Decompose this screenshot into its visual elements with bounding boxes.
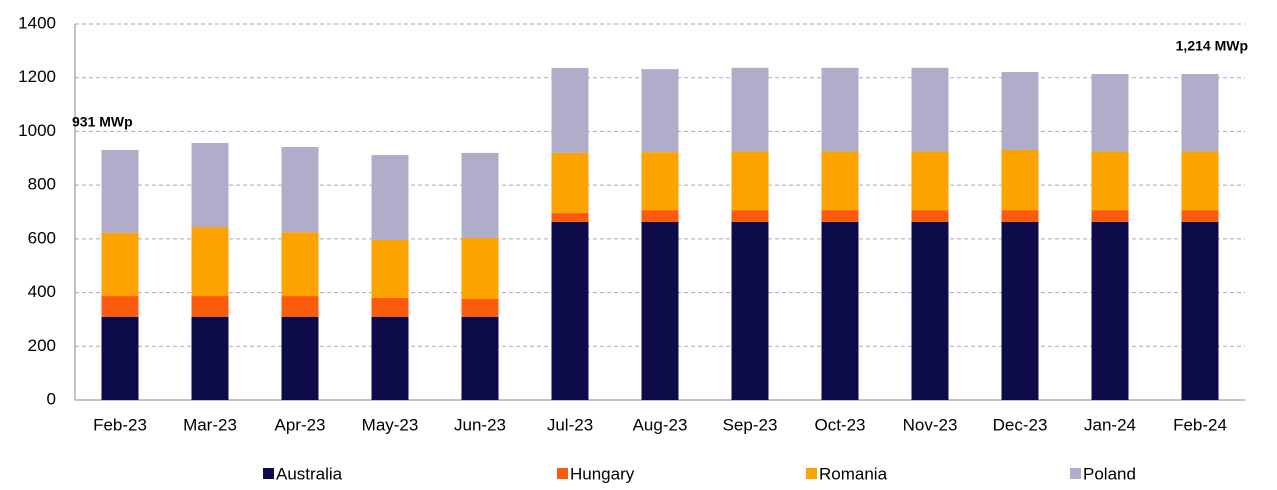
- bar-segment: [1001, 221, 1039, 400]
- x-tick-label: Jan-24: [1084, 415, 1136, 434]
- bar-segment: [911, 151, 949, 211]
- bar-segment: [1091, 210, 1129, 222]
- bar-segment: [101, 316, 139, 400]
- x-tick-label: Feb-24: [1173, 415, 1227, 434]
- x-tick-label: Apr-23: [274, 415, 325, 434]
- annotation: 1,214 MWp: [1176, 38, 1248, 54]
- bar-segment: [101, 149, 139, 233]
- bar-segment: [191, 142, 229, 228]
- legend-label: Hungary: [570, 464, 635, 483]
- bar-segment: [461, 316, 499, 400]
- x-tick-label: Oct-23: [814, 415, 865, 434]
- legend-swatch: [557, 468, 568, 479]
- bar-segment: [1001, 149, 1039, 211]
- bar-segment: [101, 296, 139, 317]
- x-tick-label: Feb-23: [93, 415, 147, 434]
- bar-segment: [731, 221, 769, 400]
- bar-segment: [821, 210, 859, 222]
- bar-segment: [1001, 72, 1039, 150]
- legend-swatch: [263, 468, 274, 479]
- bar-segment: [911, 67, 949, 152]
- y-tick-label: 1400: [18, 13, 56, 32]
- x-tick-label: Mar-23: [183, 415, 237, 434]
- bar-segment: [461, 152, 499, 239]
- bar-segment: [461, 299, 499, 317]
- bar-segment: [731, 210, 769, 222]
- y-tick-label: 1200: [18, 67, 56, 86]
- bar-segment: [371, 239, 409, 298]
- x-tick-label: Jun-23: [454, 415, 506, 434]
- bar-segment: [911, 221, 949, 400]
- bar-segment: [1181, 210, 1219, 222]
- legend-swatch: [1070, 468, 1081, 479]
- y-tick-label: 0: [47, 389, 56, 408]
- bar-segment: [641, 152, 679, 211]
- bar-segment: [1091, 221, 1129, 400]
- y-tick-label: 1000: [18, 121, 56, 140]
- bar-segment: [821, 151, 859, 211]
- bar-segment: [281, 316, 319, 400]
- bar-segment: [551, 221, 589, 400]
- x-tick-label: Aug-23: [633, 415, 688, 434]
- x-tick-label: Dec-23: [993, 415, 1048, 434]
- x-tick-label: Jul-23: [547, 415, 593, 434]
- bar-segment: [821, 67, 859, 152]
- bar-segment: [821, 221, 859, 400]
- bar-segment: [551, 68, 589, 153]
- y-tick-label: 400: [28, 282, 56, 301]
- bar-segment: [191, 227, 229, 297]
- bar-segment: [191, 316, 229, 400]
- bar-segment: [641, 69, 679, 153]
- x-tick-label: Sep-23: [723, 415, 778, 434]
- bar-segment: [551, 152, 589, 214]
- legend-swatch: [806, 468, 817, 479]
- bar-segment: [371, 155, 409, 240]
- bar-segment: [641, 210, 679, 222]
- y-tick-label: 600: [28, 228, 56, 247]
- annotation: 931 MWp: [72, 114, 133, 130]
- x-tick-label: Nov-23: [903, 415, 958, 434]
- bar-segment: [281, 147, 319, 233]
- x-tick-label: May-23: [362, 415, 419, 434]
- y-tick-label: 800: [28, 175, 56, 194]
- bar-segment: [371, 297, 409, 317]
- bar-segment: [551, 213, 589, 222]
- bar-segment: [281, 296, 319, 317]
- bar-segment: [731, 67, 769, 152]
- bar-segment: [731, 151, 769, 211]
- bar-segment: [911, 210, 949, 222]
- legend-label: Australia: [276, 464, 343, 483]
- bar-segment: [1001, 210, 1039, 222]
- bar-segment: [1181, 151, 1219, 211]
- legend-label: Poland: [1083, 464, 1136, 483]
- legend-label: Romania: [819, 464, 888, 483]
- y-tick-label: 200: [28, 336, 56, 355]
- bar-segment: [371, 316, 409, 400]
- bar-segment: [641, 221, 679, 400]
- bar-segment: [101, 232, 139, 297]
- bar-segment: [461, 238, 499, 300]
- bar-segment: [281, 232, 319, 297]
- bar-segment: [191, 296, 229, 317]
- bar-segment: [1091, 151, 1129, 211]
- bar-segment: [1091, 73, 1129, 152]
- bar-segment: [1181, 221, 1219, 400]
- bar-segment: [1181, 73, 1219, 152]
